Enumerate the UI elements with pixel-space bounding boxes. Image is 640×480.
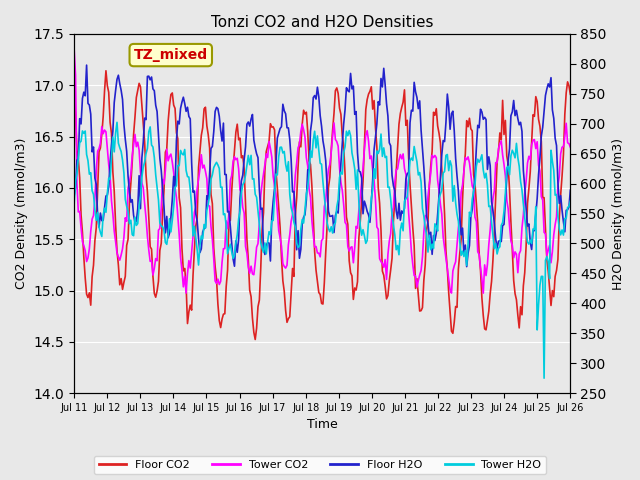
Floor CO2 — [290, 274, 298, 279]
Floor CO2 — [252, 336, 259, 342]
Floor CO2 — [220, 311, 227, 317]
Floor H2O — [220, 120, 227, 126]
Tower CO2 — [540, 229, 548, 235]
Tower H2O — [566, 198, 574, 204]
Tower H2O — [132, 223, 140, 228]
Floor CO2 — [244, 257, 252, 263]
Floor CO2 — [236, 135, 244, 141]
Y-axis label: CO2 Density (mmol/m3): CO2 Density (mmol/m3) — [15, 138, 28, 289]
X-axis label: Time: Time — [307, 419, 338, 432]
Tower CO2 — [566, 144, 574, 150]
Tower H2O — [244, 153, 252, 158]
Floor H2O — [70, 193, 78, 199]
Title: Tonzi CO2 and H2O Densities: Tonzi CO2 and H2O Densities — [211, 15, 433, 30]
Floor H2O — [463, 264, 470, 270]
Line: Tower H2O: Tower H2O — [74, 122, 570, 378]
Floor CO2 — [541, 225, 549, 231]
Floor H2O — [289, 189, 296, 195]
Floor CO2 — [102, 68, 110, 73]
Tower H2O — [236, 208, 244, 214]
Tower CO2 — [235, 166, 243, 172]
Floor CO2 — [70, 96, 78, 102]
Floor H2O — [541, 93, 549, 98]
Floor CO2 — [566, 91, 574, 97]
Tower H2O — [540, 375, 548, 381]
Tower H2O — [70, 202, 78, 207]
Tower CO2 — [218, 260, 226, 265]
Floor CO2 — [132, 95, 140, 100]
Tower CO2 — [243, 250, 251, 256]
Floor H2O — [236, 195, 244, 201]
Legend: Floor CO2, Tower CO2, Floor H2O, Tower H2O: Floor CO2, Tower CO2, Floor H2O, Tower H… — [94, 456, 546, 474]
Tower CO2 — [287, 218, 295, 224]
Tower H2O — [113, 120, 121, 125]
Y-axis label: H2O Density (mmol/m3): H2O Density (mmol/m3) — [612, 138, 625, 289]
Tower CO2 — [131, 132, 139, 137]
Tower H2O — [220, 212, 227, 217]
Floor H2O — [566, 187, 574, 193]
Line: Tower CO2: Tower CO2 — [74, 49, 570, 293]
Text: TZ_mixed: TZ_mixed — [134, 48, 208, 62]
Floor H2O — [244, 119, 252, 125]
Floor H2O — [132, 218, 140, 224]
Tower H2O — [289, 210, 296, 216]
Tower CO2 — [70, 47, 78, 52]
Tower CO2 — [479, 290, 487, 296]
Tower H2O — [541, 257, 549, 263]
Floor H2O — [83, 62, 90, 68]
Line: Floor H2O: Floor H2O — [74, 65, 570, 267]
Line: Floor CO2: Floor CO2 — [74, 71, 570, 339]
